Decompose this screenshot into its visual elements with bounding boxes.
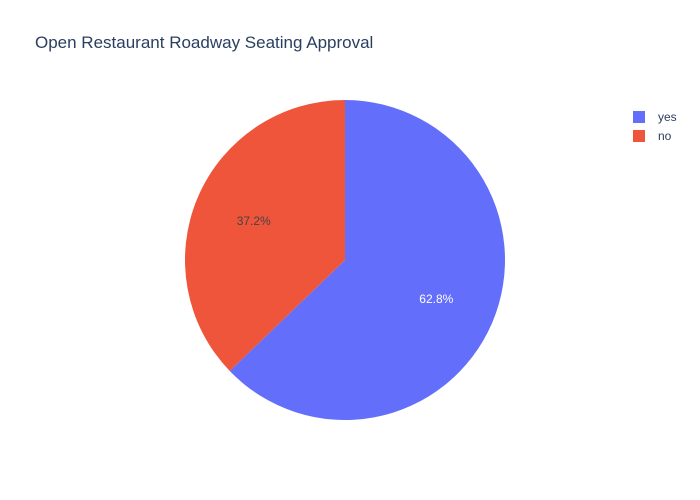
legend-label-no: no	[658, 128, 672, 143]
chart-title: Open Restaurant Roadway Seating Approval	[35, 33, 374, 52]
legend-label-yes: yes	[658, 109, 677, 124]
pie-slice-label-yes: 62.8%	[419, 292, 453, 306]
pie-slice-label-no: 37.2%	[237, 214, 271, 228]
legend-swatch-yes	[633, 110, 645, 123]
legend-item-no[interactable]: no	[633, 126, 677, 145]
pie-slice-labels: 62.8% 37.2%	[237, 214, 454, 306]
legend-swatch-no	[633, 129, 645, 142]
legend: yes no	[633, 107, 677, 145]
pie-slice-yes[interactable]	[229, 100, 506, 420]
pie-slices	[184, 100, 506, 420]
pie-slice-no[interactable]	[184, 100, 345, 371]
legend-item-yes[interactable]: yes	[633, 107, 677, 126]
